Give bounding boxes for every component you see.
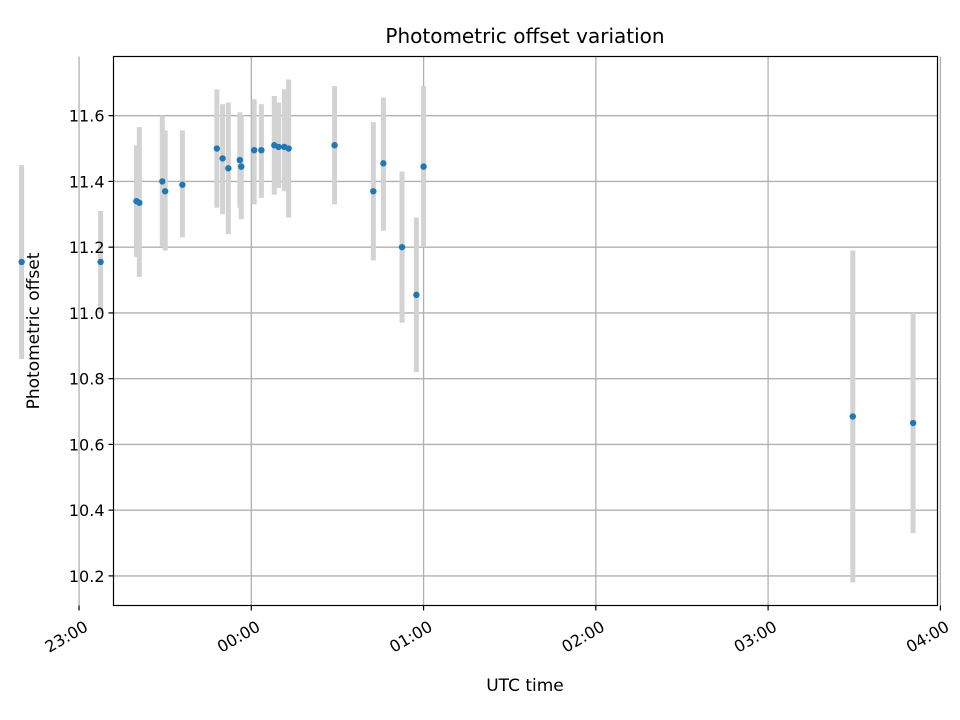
y-tick-label: 10.2 — [69, 567, 105, 586]
point-layer — [18, 142, 917, 427]
data-point — [413, 291, 420, 299]
data-point — [219, 155, 226, 162]
data-point — [420, 163, 427, 170]
data-point — [161, 188, 169, 195]
y-axis-label: Photometric offset — [24, 252, 44, 409]
y-tick-label: 10.8 — [69, 370, 105, 389]
data-point — [18, 258, 25, 266]
data-point — [275, 143, 282, 151]
y-tick-label: 11.2 — [69, 238, 105, 257]
y-tick-label: 10.4 — [69, 501, 105, 520]
chart-title: Photometric offset variation — [385, 24, 664, 48]
y-tick-label: 11.4 — [69, 172, 105, 191]
data-point — [258, 146, 265, 154]
plot-area-frame — [112, 55, 939, 607]
data-point — [909, 419, 917, 427]
data-point — [236, 156, 244, 164]
data-point — [238, 163, 245, 170]
data-point — [285, 145, 292, 152]
data-point — [213, 145, 221, 152]
y-tick-label: 11.6 — [69, 107, 105, 126]
grid-layer — [78, 56, 942, 606]
data-point — [225, 165, 232, 172]
y-tick-label: 11.0 — [69, 304, 105, 323]
data-point — [97, 258, 104, 266]
data-point — [179, 181, 186, 188]
data-point — [331, 142, 338, 149]
data-point — [849, 413, 857, 420]
x-axis-label: UTC time — [486, 676, 564, 696]
data-point — [159, 178, 166, 185]
data-point — [398, 243, 406, 251]
data-point — [136, 199, 143, 206]
data-point — [370, 188, 377, 195]
y-tick-label: 10.6 — [69, 435, 105, 454]
data-point — [250, 146, 258, 154]
data-point — [380, 160, 387, 167]
